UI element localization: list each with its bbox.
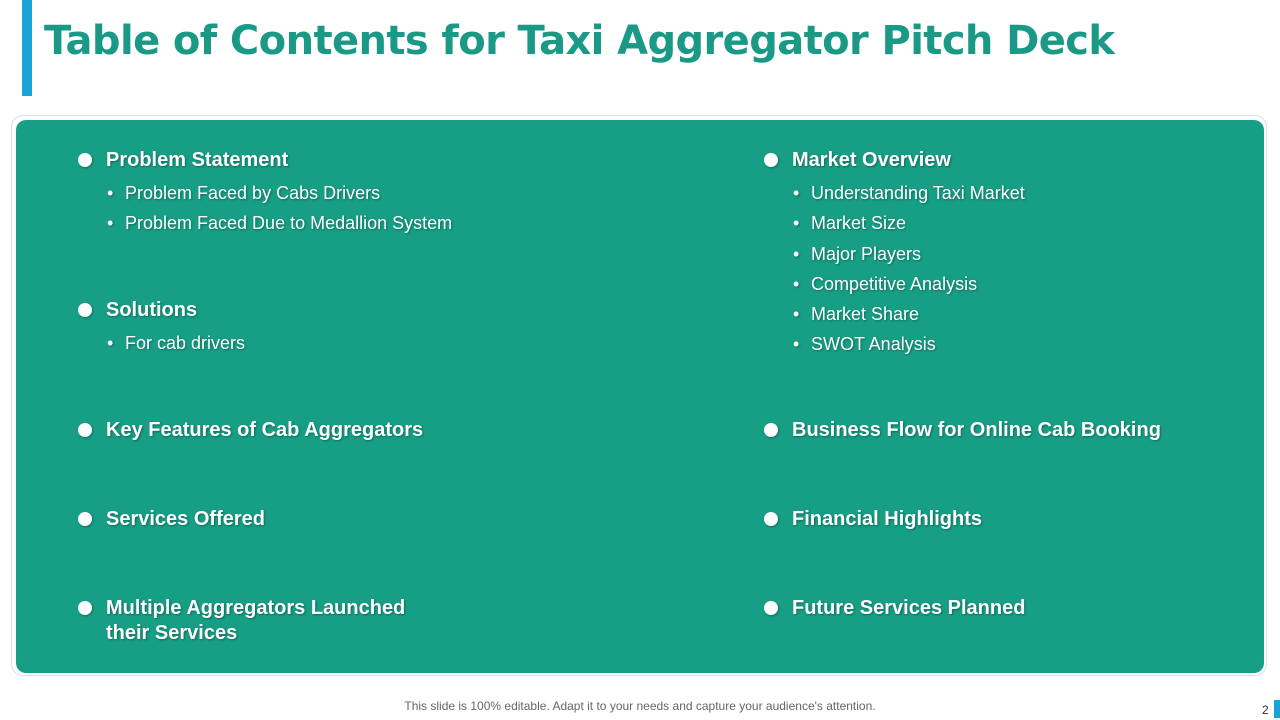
toc-section-market-overview[interactable]: Market Overview Understanding Taxi Marke… bbox=[762, 148, 1242, 360]
toc-section-problem-statement[interactable]: Problem Statement Problem Faced by Cabs … bbox=[76, 148, 676, 239]
page-accent-bar bbox=[1274, 700, 1280, 718]
bullet-dot-icon bbox=[764, 601, 778, 615]
toc-subitem[interactable]: Market Size bbox=[793, 208, 1242, 239]
toc-section-key-features[interactable]: Key Features of Cab Aggregators bbox=[76, 418, 676, 443]
toc-heading: Future Services Planned bbox=[762, 596, 1242, 621]
toc-section-solutions[interactable]: Solutions For cab drivers bbox=[76, 298, 676, 359]
toc-section-multiple-aggregators[interactable]: Multiple Aggregators Launched their Serv… bbox=[76, 596, 676, 646]
toc-subitem[interactable]: For cab drivers bbox=[107, 328, 676, 359]
toc-heading: Solutions bbox=[76, 298, 676, 323]
toc-heading: Business Flow for Online Cab Booking bbox=[762, 418, 1242, 443]
bullet-dot-icon bbox=[764, 512, 778, 526]
toc-subitems: Problem Faced by Cabs Drivers Problem Fa… bbox=[76, 178, 676, 239]
toc-heading: Market Overview bbox=[762, 148, 1242, 173]
toc-heading: Multiple Aggregators Launched their Serv… bbox=[76, 596, 676, 646]
bullet-dot-icon bbox=[78, 303, 92, 317]
toc-subitem[interactable]: Competitive Analysis bbox=[793, 269, 1242, 300]
page-title: Table of Contents for Taxi Aggregator Pi… bbox=[44, 18, 1115, 64]
toc-subitem[interactable]: Major Players bbox=[793, 239, 1242, 270]
bullet-dot-icon bbox=[78, 423, 92, 437]
bullet-dot-icon bbox=[78, 601, 92, 615]
bullet-dot-icon bbox=[764, 423, 778, 437]
toc-section-business-flow[interactable]: Business Flow for Online Cab Booking bbox=[762, 418, 1242, 443]
toc-heading: Financial Highlights bbox=[762, 507, 1242, 532]
bullet-dot-icon bbox=[78, 512, 92, 526]
toc-subitem[interactable]: SWOT Analysis bbox=[793, 329, 1242, 360]
bullet-dot-icon bbox=[78, 153, 92, 167]
toc-subitem[interactable]: Problem Faced Due to Medallion System bbox=[107, 208, 676, 239]
content-panel: Problem Statement Problem Faced by Cabs … bbox=[16, 120, 1264, 673]
title-accent-bar bbox=[22, 0, 32, 96]
footer-note: This slide is 100% editable. Adapt it to… bbox=[404, 699, 876, 713]
bullet-dot-icon bbox=[764, 153, 778, 167]
toc-section-services-offered[interactable]: Services Offered bbox=[76, 507, 676, 532]
toc-subitem[interactable]: Market Share bbox=[793, 299, 1242, 330]
toc-section-financial-highlights[interactable]: Financial Highlights bbox=[762, 507, 1242, 532]
toc-section-future-services[interactable]: Future Services Planned bbox=[762, 596, 1242, 621]
toc-subitem[interactable]: Understanding Taxi Market bbox=[793, 178, 1242, 209]
toc-subitem[interactable]: Problem Faced by Cabs Drivers bbox=[107, 178, 676, 209]
page-number: 2 bbox=[1262, 703, 1269, 717]
toc-heading: Services Offered bbox=[76, 507, 676, 532]
toc-heading: Problem Statement bbox=[76, 148, 676, 173]
toc-heading: Key Features of Cab Aggregators bbox=[76, 418, 676, 443]
toc-subitems: For cab drivers bbox=[76, 328, 676, 359]
toc-subitems: Understanding Taxi Market Market Size Ma… bbox=[762, 178, 1242, 360]
